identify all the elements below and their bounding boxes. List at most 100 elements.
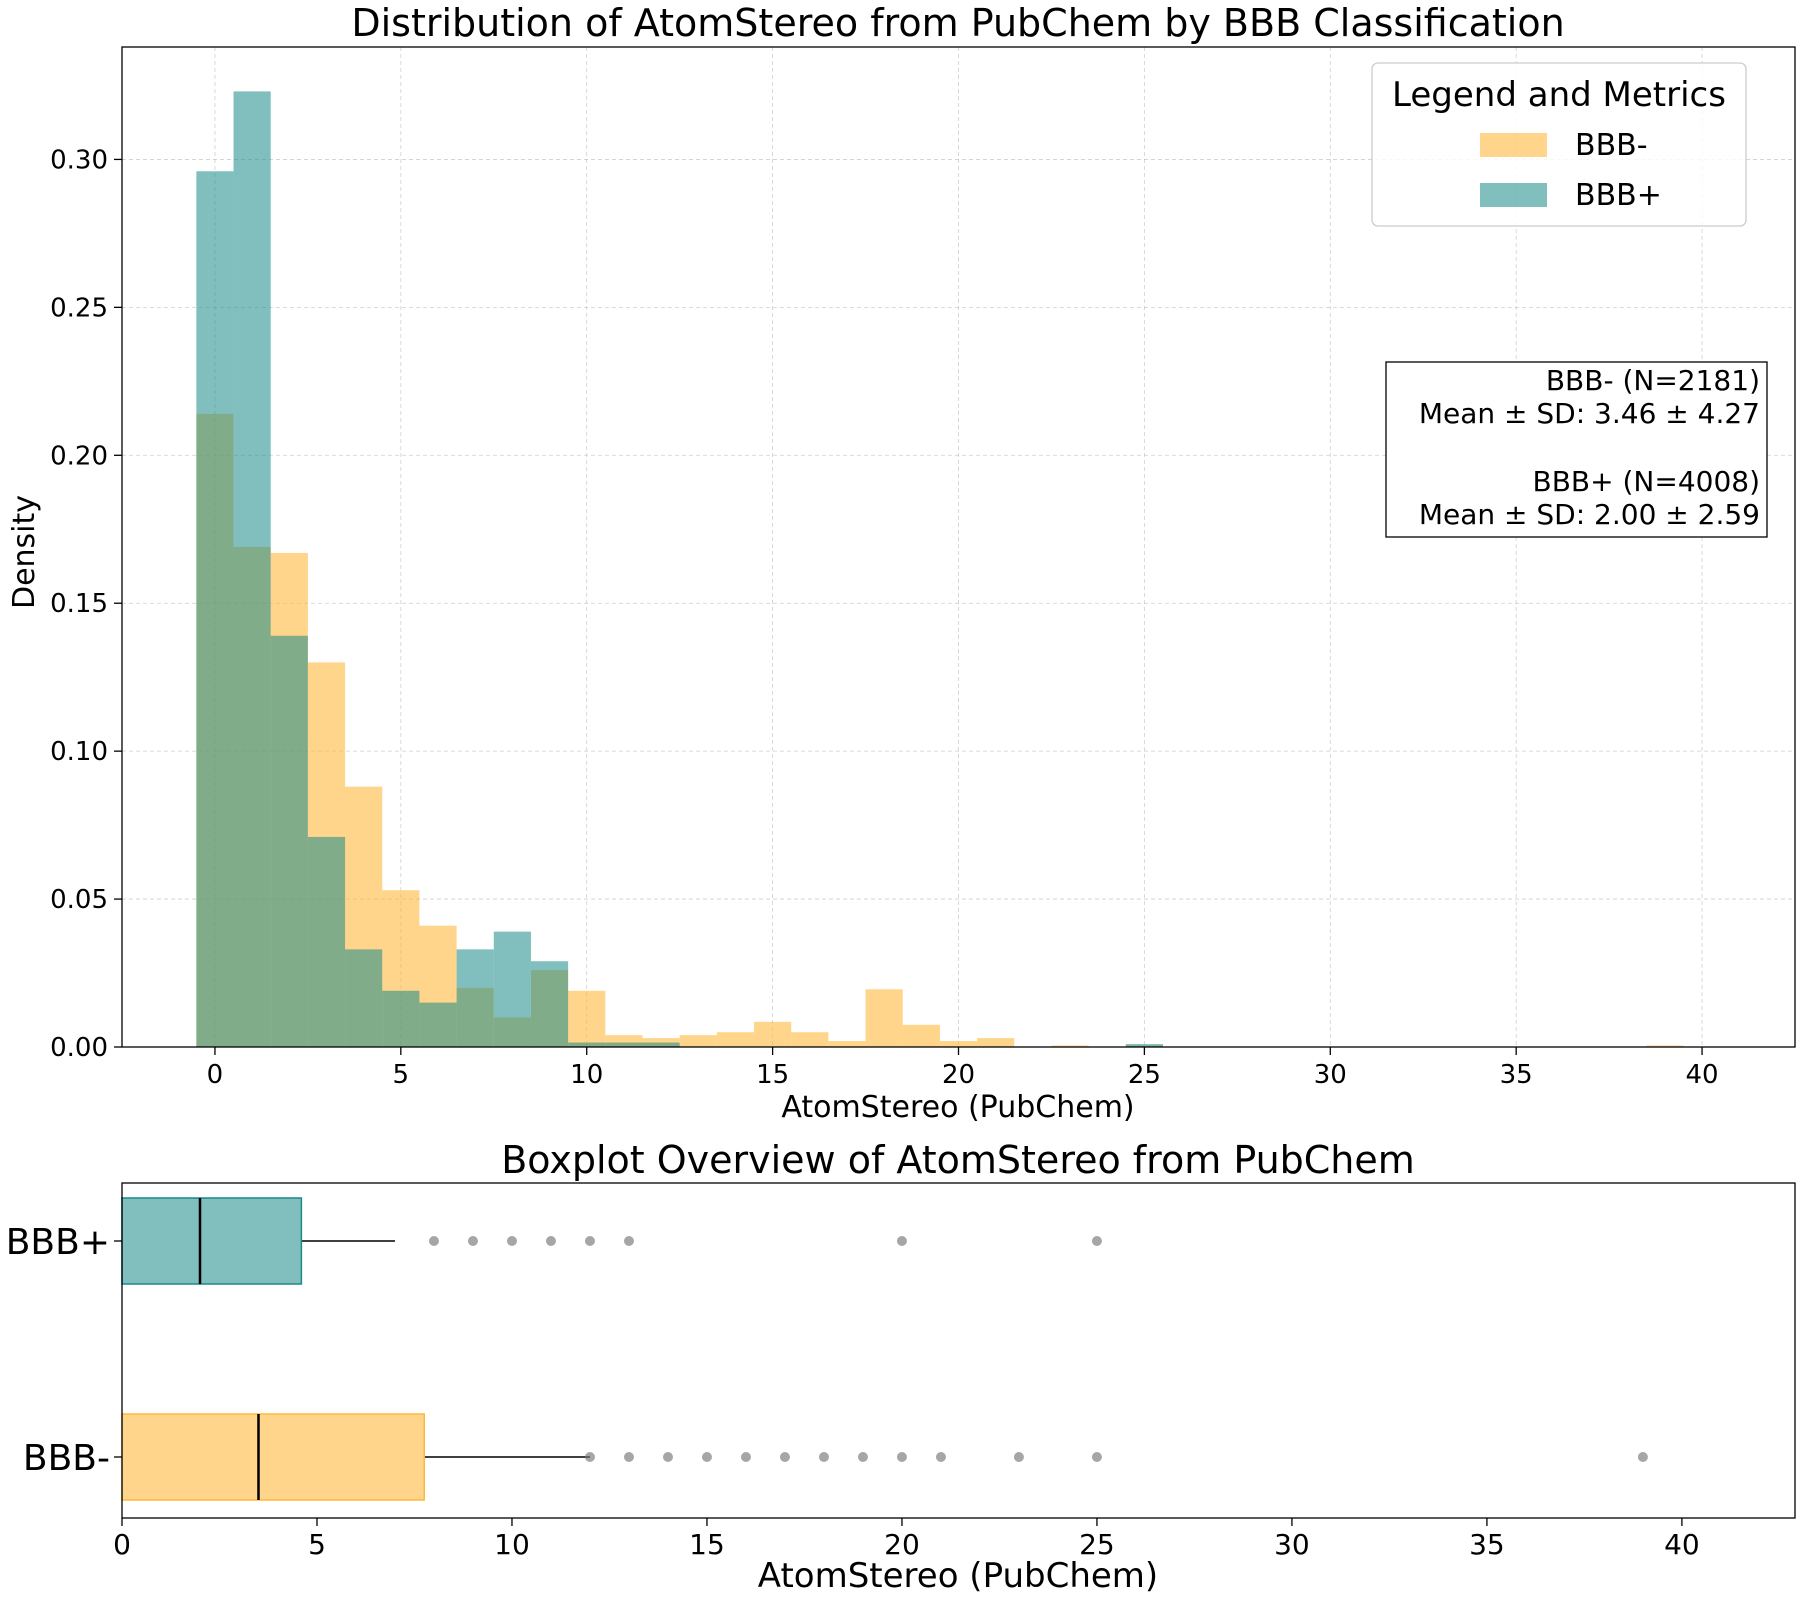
histogram-bar-bbb-negative <box>977 1038 1015 1047</box>
outlier-point-bbb-negative <box>701 1452 712 1462</box>
outlier-point-bbb-negative <box>740 1452 751 1462</box>
legend: Legend and Metrics BBB- BBB+ <box>1371 62 1747 227</box>
y-tick-label: 0.10 <box>50 737 108 767</box>
x-tick-label: 40 <box>1664 1528 1700 1561</box>
boxplot-panel: 0 5 10 15 20 25 30 35 40 BBB+ BBB- Boxplot Overvi… <box>6 1138 1796 1596</box>
y-tick-label: BBB+ <box>6 1222 110 1263</box>
metrics-bbb-positive-stats: Mean ± SD: 2.00 ± 2.59 <box>1419 498 1760 531</box>
y-tick-label: BBB- <box>23 1438 110 1479</box>
outlier-point-bbb-negative <box>779 1452 790 1462</box>
outlier-point-bbb-negative <box>1013 1452 1024 1462</box>
outlier-point-bbb-negative <box>935 1452 946 1462</box>
x-tick-label: 10 <box>570 1060 603 1090</box>
histogram-panel: 0 5 10 15 20 25 30 35 40 0.00 0.05 0.10 0.15 0.20 0.2… <box>7 1 1796 1125</box>
histogram-y-axis-label: Density <box>7 495 42 609</box>
metrics-bbb-positive-count: BBB+ (N=4008) <box>1533 465 1761 498</box>
y-tick-label: 0.20 <box>50 441 108 471</box>
outlier-point-bbb-positive <box>623 1236 634 1246</box>
histogram-bar-bbb-positive <box>642 1042 680 1047</box>
boxplot-title: Boxplot Overview of AtomStereo from PubC… <box>501 1138 1415 1182</box>
x-tick-label: 0 <box>207 1060 224 1090</box>
histogram-bar-bbb-positive <box>307 836 346 1047</box>
x-tick-label: 25 <box>1079 1528 1115 1561</box>
outlier-point-bbb-positive <box>584 1236 595 1246</box>
outlier-point-bbb-negative <box>1091 1452 1102 1462</box>
histogram-bar-bbb-negative <box>1646 1045 1684 1047</box>
histogram-bar-bbb-positive <box>568 1042 606 1047</box>
histogram-bar-bbb-positive <box>530 961 569 1047</box>
histogram-bar-bbb-negative <box>568 990 606 1047</box>
x-tick-label: 5 <box>393 1060 410 1090</box>
x-tick-label: 25 <box>1128 1060 1161 1090</box>
boxplot-x-ticks: 0 5 10 15 20 25 30 35 40 <box>113 1518 1700 1561</box>
legend-swatch-bbb-positive <box>1480 183 1547 207</box>
legend-title: Legend and Metrics <box>1392 75 1726 115</box>
outlier-point-bbb-negative <box>818 1452 829 1462</box>
outlier-point-bbb-negative <box>623 1452 634 1462</box>
x-tick-label: 30 <box>1314 1060 1347 1090</box>
histogram-bar-bbb-positive <box>233 91 271 1047</box>
histogram-bars <box>196 91 1684 1047</box>
y-tick-label: 0.25 <box>50 293 108 323</box>
x-tick-label: 20 <box>942 1060 975 1090</box>
histogram-title: Distribution of AtomStereo from PubChem … <box>351 1 1564 45</box>
histogram-x-ticks: 0 5 10 15 20 25 30 35 40 <box>207 1047 1719 1090</box>
x-tick-label: 15 <box>689 1528 725 1561</box>
boxplot-y-ticks: BBB+ BBB- <box>6 1222 122 1479</box>
outlier-point-bbb-negative <box>896 1452 907 1462</box>
histogram-bar-bbb-negative <box>902 1024 940 1047</box>
outlier-point-bbb-positive <box>428 1236 439 1246</box>
y-tick-label: 0.05 <box>50 885 108 915</box>
metrics-bbb-negative-count: BBB- (N=2181) <box>1546 364 1760 397</box>
histogram-bar-bbb-negative <box>865 989 903 1047</box>
histogram-bar-bbb-positive <box>345 949 383 1047</box>
y-tick-label: 0.30 <box>50 145 108 175</box>
histogram-bar-bbb-positive <box>493 931 531 1047</box>
legend-swatch-bbb-negative <box>1480 133 1547 157</box>
legend-frame <box>1371 62 1747 227</box>
histogram-bar-bbb-positive <box>456 949 494 1047</box>
histogram-bar-bbb-positive <box>196 171 234 1047</box>
histogram-bar-bbb-negative <box>939 1041 978 1047</box>
histogram-bar-bbb-negative <box>754 1021 792 1047</box>
outlier-point-bbb-positive <box>1091 1236 1102 1246</box>
box-bbb-positive <box>121 1197 303 1285</box>
outlier-point-bbb-negative <box>584 1452 595 1462</box>
histogram-y-ticks: 0.00 0.05 0.10 0.15 0.20 0.25 0.30 <box>50 145 122 1063</box>
histogram-bar-bbb-positive <box>382 990 420 1047</box>
legend-label-bbb-positive: BBB+ <box>1575 178 1662 213</box>
x-tick-label: 40 <box>1686 1060 1719 1090</box>
histogram-x-axis-label: AtomStereo (PubChem) <box>781 1090 1134 1125</box>
histogram-bar-bbb-positive <box>605 1042 643 1047</box>
histogram-bar-bbb-negative <box>679 1035 717 1047</box>
histogram-bar-bbb-positive <box>1125 1044 1163 1047</box>
metrics-bbb-negative-stats: Mean ± SD: 3.46 ± 4.27 <box>1419 397 1760 430</box>
y-tick-label: 0.00 <box>50 1033 108 1063</box>
outlier-point-bbb-positive <box>545 1236 556 1246</box>
metrics-frame <box>1385 361 1768 538</box>
histogram-bar-bbb-negative <box>828 1041 866 1047</box>
outlier-point-bbb-negative <box>857 1452 868 1462</box>
x-tick-label: 35 <box>1469 1528 1505 1561</box>
x-tick-label: 15 <box>756 1060 789 1090</box>
histogram-bar-bbb-negative <box>791 1032 829 1047</box>
outlier-point-bbb-positive <box>467 1236 478 1246</box>
legend-label-bbb-negative: BBB- <box>1575 128 1648 163</box>
boxplot-x-axis-label: AtomStereo (PubChem) <box>758 1556 1158 1596</box>
metrics-box: BBB- (N=2181) Mean ± SD: 3.46 ± 4.27 BBB… <box>1385 361 1768 538</box>
x-tick-label: 20 <box>884 1528 920 1561</box>
histogram-bar-bbb-positive <box>419 1002 457 1047</box>
y-tick-label: 0.15 <box>50 589 108 619</box>
outlier-point-bbb-positive <box>896 1236 907 1246</box>
x-tick-label: 35 <box>1500 1060 1533 1090</box>
x-tick-label: 30 <box>1274 1528 1310 1561</box>
histogram-bar-bbb-positive <box>270 635 308 1047</box>
outlier-point-bbb-negative <box>662 1452 673 1462</box>
boxplot-frame <box>121 1182 1796 1519</box>
box-bbb-negative <box>121 1413 425 1501</box>
outlier-point-bbb-positive <box>506 1236 517 1246</box>
histogram-bar-bbb-negative <box>605 1035 643 1047</box>
boxplot-elements <box>121 1197 1648 1501</box>
histogram-bar-bbb-negative <box>716 1032 755 1047</box>
x-tick-label: 10 <box>494 1528 530 1561</box>
